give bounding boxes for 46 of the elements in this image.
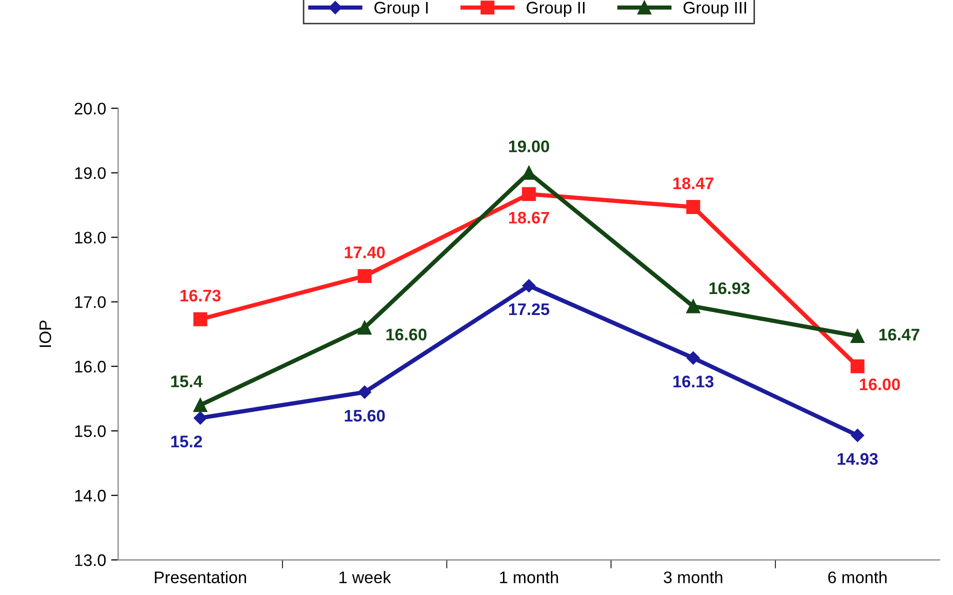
data-label: 15.2 xyxy=(171,436,202,448)
x-tick-label: 1 week xyxy=(339,571,392,584)
point xyxy=(358,386,372,399)
point xyxy=(850,359,864,374)
point xyxy=(686,351,700,365)
y-tick-label: 20.0 xyxy=(74,102,106,114)
data-label: 15.4 xyxy=(171,376,203,388)
point xyxy=(194,411,207,425)
point xyxy=(850,428,864,442)
data-label: 15.60 xyxy=(344,410,385,422)
point xyxy=(193,398,208,412)
y-tick-label: 15.0 xyxy=(75,425,106,438)
data-label: 16.73 xyxy=(180,290,221,302)
data-label: 16.60 xyxy=(386,328,426,340)
point xyxy=(193,312,208,326)
legend-label: Group III xyxy=(684,2,746,17)
data-label: 16.47 xyxy=(879,328,920,340)
data-label: 18.47 xyxy=(673,177,714,190)
x-tick-label: 3 month xyxy=(664,571,722,584)
x-tick-label: Presentation xyxy=(154,571,246,584)
data-label: 17.25 xyxy=(509,303,550,316)
point xyxy=(850,329,864,343)
data-label: 18.67 xyxy=(509,212,550,224)
y-tick-label: 16.0 xyxy=(75,360,106,373)
point xyxy=(358,269,372,283)
data-label: 17.40 xyxy=(344,246,385,258)
y-tick-label: 17.0 xyxy=(75,296,106,308)
data-label: 19.00 xyxy=(509,140,550,152)
y-axis-title: IOP xyxy=(39,320,52,347)
point xyxy=(686,200,700,214)
point xyxy=(358,320,372,335)
data-label: 16.00 xyxy=(860,378,900,390)
point xyxy=(522,279,536,292)
point xyxy=(522,187,536,202)
data-label: 14.93 xyxy=(838,453,878,465)
point xyxy=(686,299,700,314)
x-tick-label: 6 month xyxy=(828,571,887,584)
y-tick-label: 19.0 xyxy=(75,167,106,180)
data-label: 16.13 xyxy=(673,376,714,388)
y-tick-label: 18.0 xyxy=(75,232,106,244)
legend-label: Group II xyxy=(526,2,585,17)
y-tick-label: 13.0 xyxy=(75,554,106,566)
legend-label: Group I xyxy=(374,2,428,17)
x-tick-label: 1 month xyxy=(500,571,558,584)
data-label: 16.93 xyxy=(710,282,750,294)
y-tick-label: 14.0 xyxy=(75,490,106,502)
